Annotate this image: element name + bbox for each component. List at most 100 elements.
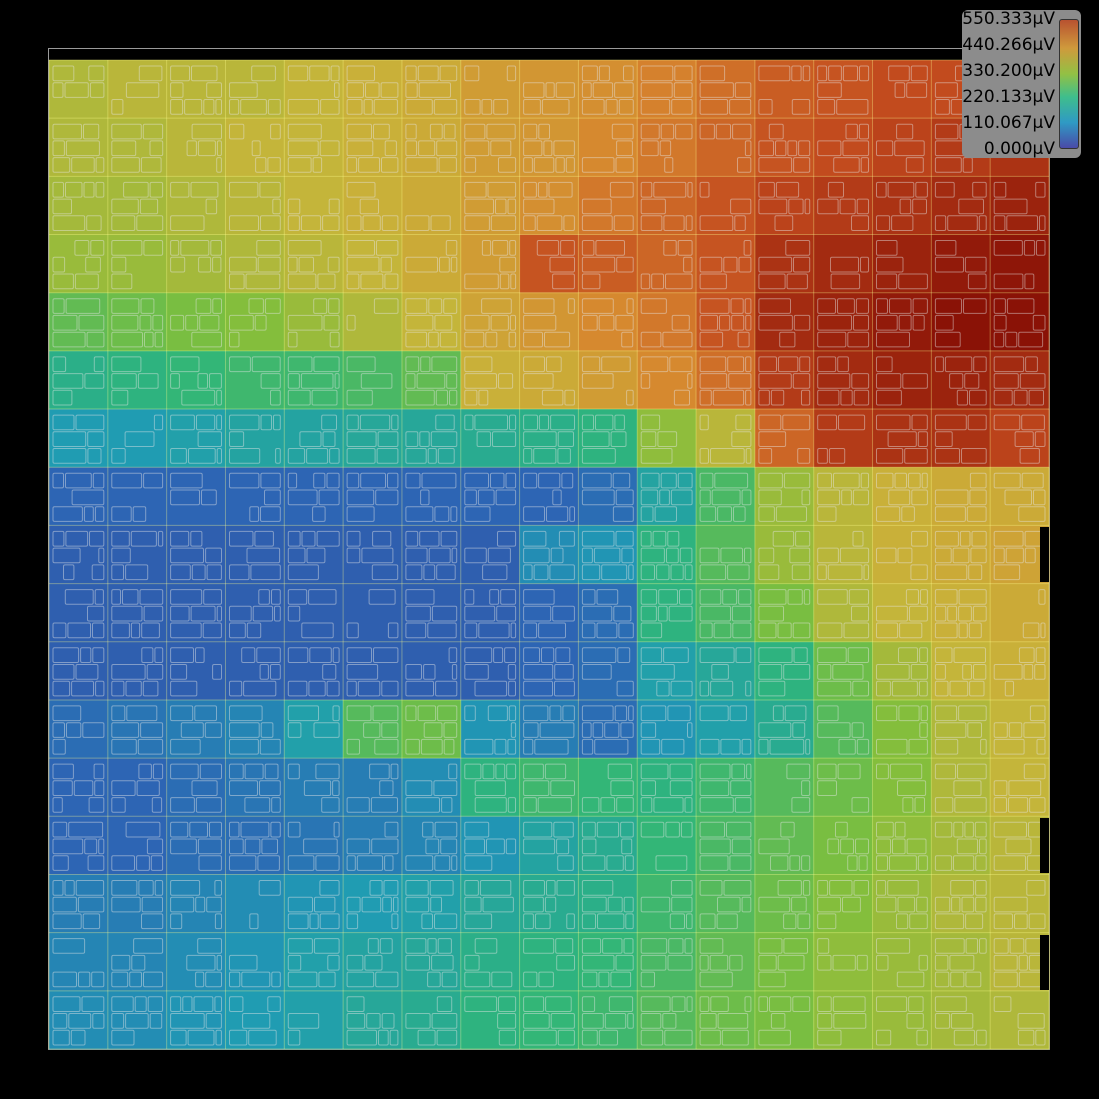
std-cell xyxy=(894,472,907,489)
std-cell xyxy=(111,273,133,290)
heatmap-tile xyxy=(166,583,226,643)
std-cell xyxy=(1014,913,1028,930)
std-cell xyxy=(1026,880,1046,896)
std-cell xyxy=(481,298,512,314)
std-cell xyxy=(507,664,517,680)
std-cell xyxy=(111,240,143,256)
std-cell xyxy=(490,140,512,157)
std-cell xyxy=(967,414,987,431)
std-cell xyxy=(52,314,78,331)
std-cell xyxy=(968,564,983,581)
heatmap-tile xyxy=(460,176,521,236)
std-cell xyxy=(315,855,340,871)
heatmap-tile xyxy=(872,932,932,992)
std-cell xyxy=(251,65,276,82)
std-cell xyxy=(934,82,958,98)
std-cell xyxy=(52,797,63,813)
std-cell xyxy=(246,547,281,564)
std-cell xyxy=(71,157,95,173)
heatmap-tile xyxy=(49,118,109,177)
std-cell xyxy=(195,797,222,813)
std-cell xyxy=(876,938,911,954)
std-cell xyxy=(817,763,837,780)
heatmap-tile xyxy=(401,932,462,992)
std-cell xyxy=(683,256,693,273)
std-cell xyxy=(1040,622,1046,639)
std-cell xyxy=(799,356,811,373)
std-cell xyxy=(334,373,340,389)
std-cell xyxy=(731,838,752,855)
std-cell xyxy=(731,431,752,447)
std-cell xyxy=(699,1029,721,1046)
heatmap-tile xyxy=(107,350,168,410)
std-cell xyxy=(610,431,627,447)
std-cell xyxy=(496,605,517,622)
std-cell xyxy=(89,530,105,547)
std-cell xyxy=(876,996,908,1012)
std-cell xyxy=(787,140,798,157)
std-cell xyxy=(856,198,870,215)
std-cell xyxy=(319,140,340,157)
heatmap-tile xyxy=(49,176,109,236)
std-cell xyxy=(758,389,770,406)
std-cell xyxy=(640,996,671,1012)
std-cell xyxy=(170,448,187,464)
std-cell xyxy=(405,82,418,98)
heatmap-tile xyxy=(578,350,638,410)
heatmap-tile xyxy=(696,409,756,468)
std-cell xyxy=(405,99,433,115)
std-cell xyxy=(154,880,164,896)
std-cell xyxy=(464,605,496,622)
std-cell xyxy=(758,157,793,173)
std-cell xyxy=(607,763,633,780)
std-cell xyxy=(70,1029,86,1046)
std-cell xyxy=(640,1029,664,1046)
std-cell xyxy=(229,123,245,140)
std-cell xyxy=(1024,547,1036,564)
heatmap-tile xyxy=(107,816,168,875)
heatmap-tile xyxy=(931,758,991,817)
std-cell xyxy=(897,547,913,564)
std-cell xyxy=(287,489,318,506)
std-cell xyxy=(906,838,927,855)
std-cell xyxy=(523,896,544,913)
std-cell xyxy=(52,414,75,431)
std-cell xyxy=(111,530,130,547)
std-cell xyxy=(111,389,129,406)
std-cell xyxy=(758,298,792,314)
std-cell xyxy=(259,780,281,796)
heatmap-tile xyxy=(578,816,638,875)
std-cell xyxy=(464,198,494,215)
std-cell xyxy=(87,605,105,622)
std-cell xyxy=(556,954,576,971)
std-cell xyxy=(537,181,548,198)
std-cell xyxy=(170,896,195,913)
std-cell xyxy=(1017,1029,1035,1046)
std-cell xyxy=(950,880,975,896)
std-cell xyxy=(699,123,715,140)
std-cell xyxy=(919,722,928,738)
std-cell xyxy=(842,140,870,157)
std-cell xyxy=(271,971,281,988)
std-cell xyxy=(495,489,517,506)
std-cell xyxy=(364,954,383,971)
std-cell xyxy=(260,506,281,522)
heatmap-tile xyxy=(284,990,344,1050)
standard-cell-outlines xyxy=(52,65,1046,1046)
std-cell xyxy=(481,99,493,115)
std-cell xyxy=(716,913,738,930)
std-cell xyxy=(492,240,509,256)
std-cell xyxy=(1022,622,1040,639)
std-cell xyxy=(126,705,158,722)
std-cell xyxy=(902,373,928,389)
std-cell xyxy=(52,373,84,389)
heatmap-tile xyxy=(107,699,168,759)
std-cell xyxy=(153,414,164,431)
std-cell xyxy=(745,389,752,406)
std-cell xyxy=(450,256,458,273)
std-cell xyxy=(139,314,152,331)
heatmap-tile xyxy=(166,409,226,468)
std-cell xyxy=(52,298,65,314)
std-cell xyxy=(52,331,86,348)
heatmap-tile xyxy=(813,641,874,701)
